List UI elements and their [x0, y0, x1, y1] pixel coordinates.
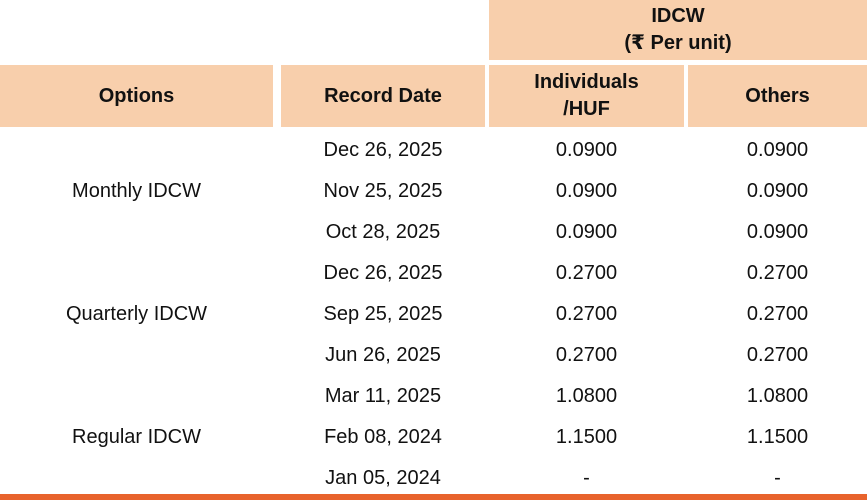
record-date-cell: Nov 25, 2025	[323, 180, 443, 202]
individuals-huf-value-cell: 1.1500	[555, 426, 618, 448]
column-header-individuals-line1: Individuals	[534, 71, 639, 93]
record-date-cell: Sep 25, 2025	[323, 303, 443, 325]
others-value-cell: -	[774, 467, 781, 489]
individuals-huf-value-cell: 0.0900	[555, 180, 618, 202]
others-value-cell: 0.0900	[746, 180, 809, 202]
individuals-huf-value-cell: 0.2700	[555, 303, 618, 325]
individuals-huf-value-cell: 1.0800	[555, 385, 618, 407]
individuals-huf-value-cell: 0.2700	[555, 344, 618, 366]
merged-header-line1: IDCW	[651, 5, 705, 27]
individuals-huf-value-cell: 0.0900	[555, 139, 618, 161]
others-value-cell: 0.2700	[746, 303, 809, 325]
column-header-options-label: Options	[98, 84, 175, 107]
column-header-others: Others	[688, 65, 867, 127]
column-header-options: Options	[0, 65, 273, 127]
others-value-cell: 0.0900	[746, 139, 809, 161]
individuals-huf-value-cell: 0.2700	[555, 262, 618, 284]
column-header-individuals-line2: /HUF	[563, 98, 610, 120]
others-value-cell: 0.0900	[746, 221, 809, 243]
table-merged-header-idcw: IDCW (₹ Per unit)	[489, 0, 867, 60]
record-date-cell: Dec 26, 2025	[323, 139, 443, 161]
option-group-quarterly-idcw: Quarterly IDCW	[65, 303, 208, 325]
option-group-regular-idcw: Regular IDCW	[72, 426, 201, 448]
others-value-cell: 1.1500	[746, 426, 809, 448]
column-header-others-label: Others	[745, 84, 810, 107]
column-header-record-date-label: Record Date	[324, 84, 442, 107]
column-header-individuals-huf: Individuals /HUF	[489, 65, 684, 127]
record-date-cell: Jun 26, 2025	[325, 344, 441, 366]
option-group-monthly-idcw: Monthly IDCW	[72, 180, 201, 202]
bottom-accent-line	[0, 494, 867, 500]
record-date-cell: Mar 11, 2025	[324, 385, 442, 407]
record-date-cell: Jan 05, 2024	[325, 467, 441, 489]
record-date-cell: Feb 08, 2024	[324, 426, 442, 448]
others-value-cell: 1.0800	[746, 385, 809, 407]
merged-header-line2: (₹ Per unit)	[624, 32, 732, 54]
record-date-cell: Dec 26, 2025	[323, 262, 443, 284]
others-value-cell: 0.2700	[746, 262, 809, 284]
others-value-cell: 0.2700	[746, 344, 809, 366]
record-date-cell: Oct 28, 2025	[325, 221, 441, 243]
individuals-huf-value-cell: 0.0900	[555, 221, 618, 243]
individuals-huf-value-cell: -	[583, 467, 590, 489]
column-header-record-date: Record Date	[281, 65, 485, 127]
